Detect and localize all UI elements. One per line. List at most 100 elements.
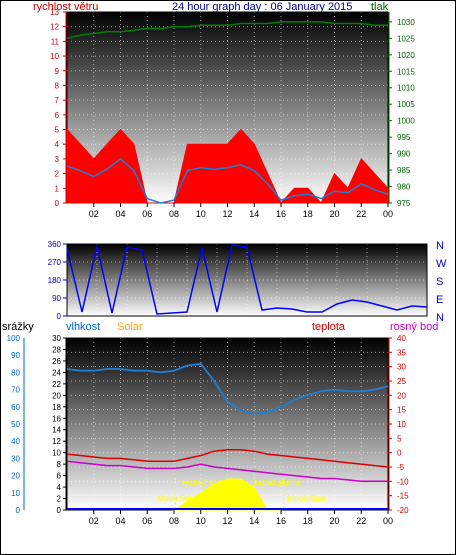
dewpoint-series: [66, 460, 388, 483]
temp-y-tick-label: -5: [397, 463, 405, 472]
x-tick-label: 08: [169, 516, 179, 526]
x-tick-label: 22: [356, 516, 366, 526]
wind-direction-series: [66, 244, 428, 315]
wind-y-tick-label: 3: [55, 155, 60, 164]
precip-y-tick-label: 40: [11, 437, 20, 446]
x-tick-label: 14: [249, 516, 259, 526]
pressure-y-tick-label: 1000: [397, 117, 415, 126]
temp-y-tick-label: -20: [397, 506, 409, 515]
humidity-y-tick-label: 18: [52, 403, 61, 412]
precipitation-axis-title: srážky: [2, 321, 34, 333]
compass-label: N: [436, 312, 444, 324]
humidity-series: [66, 362, 389, 415]
x-tick-label: 08: [169, 209, 179, 219]
pressure-y-tick-label: 1010: [397, 84, 415, 93]
temp-y-tick-label: 5: [397, 434, 402, 443]
humidity-y-tick-label: 28: [52, 345, 61, 354]
wind-y-tick-label: 13: [50, 8, 59, 17]
x-tick-label: 12: [222, 209, 232, 219]
x-tick-label: 06: [142, 516, 152, 526]
pressure-series: [66, 21, 388, 40]
compass-label: W: [436, 258, 447, 270]
dewpoint-axis-title: rosný bod: [390, 321, 438, 333]
humidity-y-tick-label: 30: [52, 334, 61, 343]
humidity-y-tick-label: 14: [52, 426, 61, 435]
wind-y-tick-label: 9: [55, 67, 60, 76]
precip-y-tick-label: 20: [11, 472, 20, 481]
pressure-y-tick-label: 975: [397, 199, 411, 208]
direction-y-tick-label: 90: [52, 294, 61, 303]
temp-y-tick-label: -10: [397, 477, 409, 486]
direction-y-tick-label: 360: [48, 240, 62, 249]
compass-label: E: [436, 294, 443, 306]
precip-y-tick-label: 80: [11, 368, 20, 377]
x-tick-label: 06: [142, 209, 152, 219]
x-tick-label: 00: [383, 209, 393, 219]
humidity-y-tick-label: 2: [57, 495, 62, 504]
x-tick-label: 12: [222, 516, 232, 526]
x-tick-label: 00: [383, 516, 393, 526]
direction-y-tick-label: 180: [48, 276, 62, 285]
x-tick-label: 10: [196, 209, 206, 219]
humidity-y-tick-label: 20: [52, 391, 61, 400]
x-tick-label: 22: [356, 209, 366, 219]
humidity-y-tick-label: 8: [57, 460, 62, 469]
moonrise-label: Moon Rise: [288, 494, 327, 503]
temp-y-tick-label: -15: [397, 492, 409, 501]
wind-y-tick-label: 12: [50, 23, 59, 32]
x-tick-label: 16: [276, 516, 286, 526]
pressure-y-tick-label: 985: [397, 166, 411, 175]
solar-axis-title: Solar: [117, 321, 143, 333]
moonset-label: Moon Set: [157, 494, 192, 503]
wind-y-tick-label: 1: [55, 184, 60, 193]
wind-y-tick-label: 8: [55, 81, 60, 90]
humidity-y-tick-label: 4: [57, 483, 62, 492]
wind-y-tick-label: 11: [51, 37, 60, 46]
wind-y-tick-label: 6: [55, 111, 60, 120]
x-tick-label: 10: [196, 516, 206, 526]
temp-y-tick-label: 20: [397, 391, 406, 400]
pressure-y-tick-label: 1030: [397, 18, 415, 27]
humidity-y-tick-label: 10: [52, 449, 61, 458]
sunrise-label: východ slunce: [181, 478, 232, 487]
direction-y-tick-label: 0: [57, 312, 62, 321]
x-tick-label: 14: [249, 209, 259, 219]
humidity-y-tick-label: 26: [52, 357, 61, 366]
direction-y-tick-label: 270: [48, 258, 62, 267]
temp-y-tick-label: 15: [397, 406, 406, 415]
temp-y-tick-label: 30: [397, 363, 406, 372]
temp-y-tick-label: 35: [397, 348, 406, 357]
wind-y-tick-label: 10: [50, 52, 59, 61]
temp-y-tick-label: 40: [397, 334, 406, 343]
temperature-axis-title: teplota: [312, 321, 346, 333]
humidity-y-tick-label: 12: [52, 437, 61, 446]
wind-speed-series: [66, 157, 389, 204]
precip-y-tick-label: 10: [11, 489, 20, 498]
wind-y-tick-label: 5: [55, 126, 60, 135]
humidity-y-tick-label: 22: [52, 380, 61, 389]
humidity-y-tick-label: 6: [57, 472, 62, 481]
precip-y-tick-label: 70: [11, 386, 20, 395]
wind-y-tick-label: 4: [55, 140, 60, 149]
x-tick-label: 20: [329, 209, 339, 219]
humidity-y-tick-label: 24: [52, 368, 61, 377]
temperature-series: [66, 449, 389, 468]
x-tick-label: 04: [115, 209, 125, 219]
pressure-y-tick-label: 1025: [397, 34, 415, 43]
humidity-y-tick-label: 0: [57, 506, 62, 515]
wind-y-tick-label: 0: [55, 199, 60, 208]
pressure-y-tick-label: 1020: [397, 51, 415, 60]
pressure-y-tick-label: 1005: [397, 100, 415, 109]
wind-y-tick-label: 7: [55, 96, 60, 105]
wind-y-tick-label: 2: [55, 170, 60, 179]
x-tick-label: 20: [329, 516, 339, 526]
precip-y-tick-label: 90: [11, 351, 20, 360]
pressure-y-tick-label: 990: [397, 150, 411, 159]
pressure-y-tick-label: 980: [397, 183, 411, 192]
x-tick-label: 02: [89, 516, 99, 526]
pressure-axis-title: tlak: [371, 1, 389, 13]
x-tick-label: 04: [115, 516, 125, 526]
sunset-label: západ slunce: [254, 478, 302, 487]
compass-label: S: [436, 276, 443, 288]
